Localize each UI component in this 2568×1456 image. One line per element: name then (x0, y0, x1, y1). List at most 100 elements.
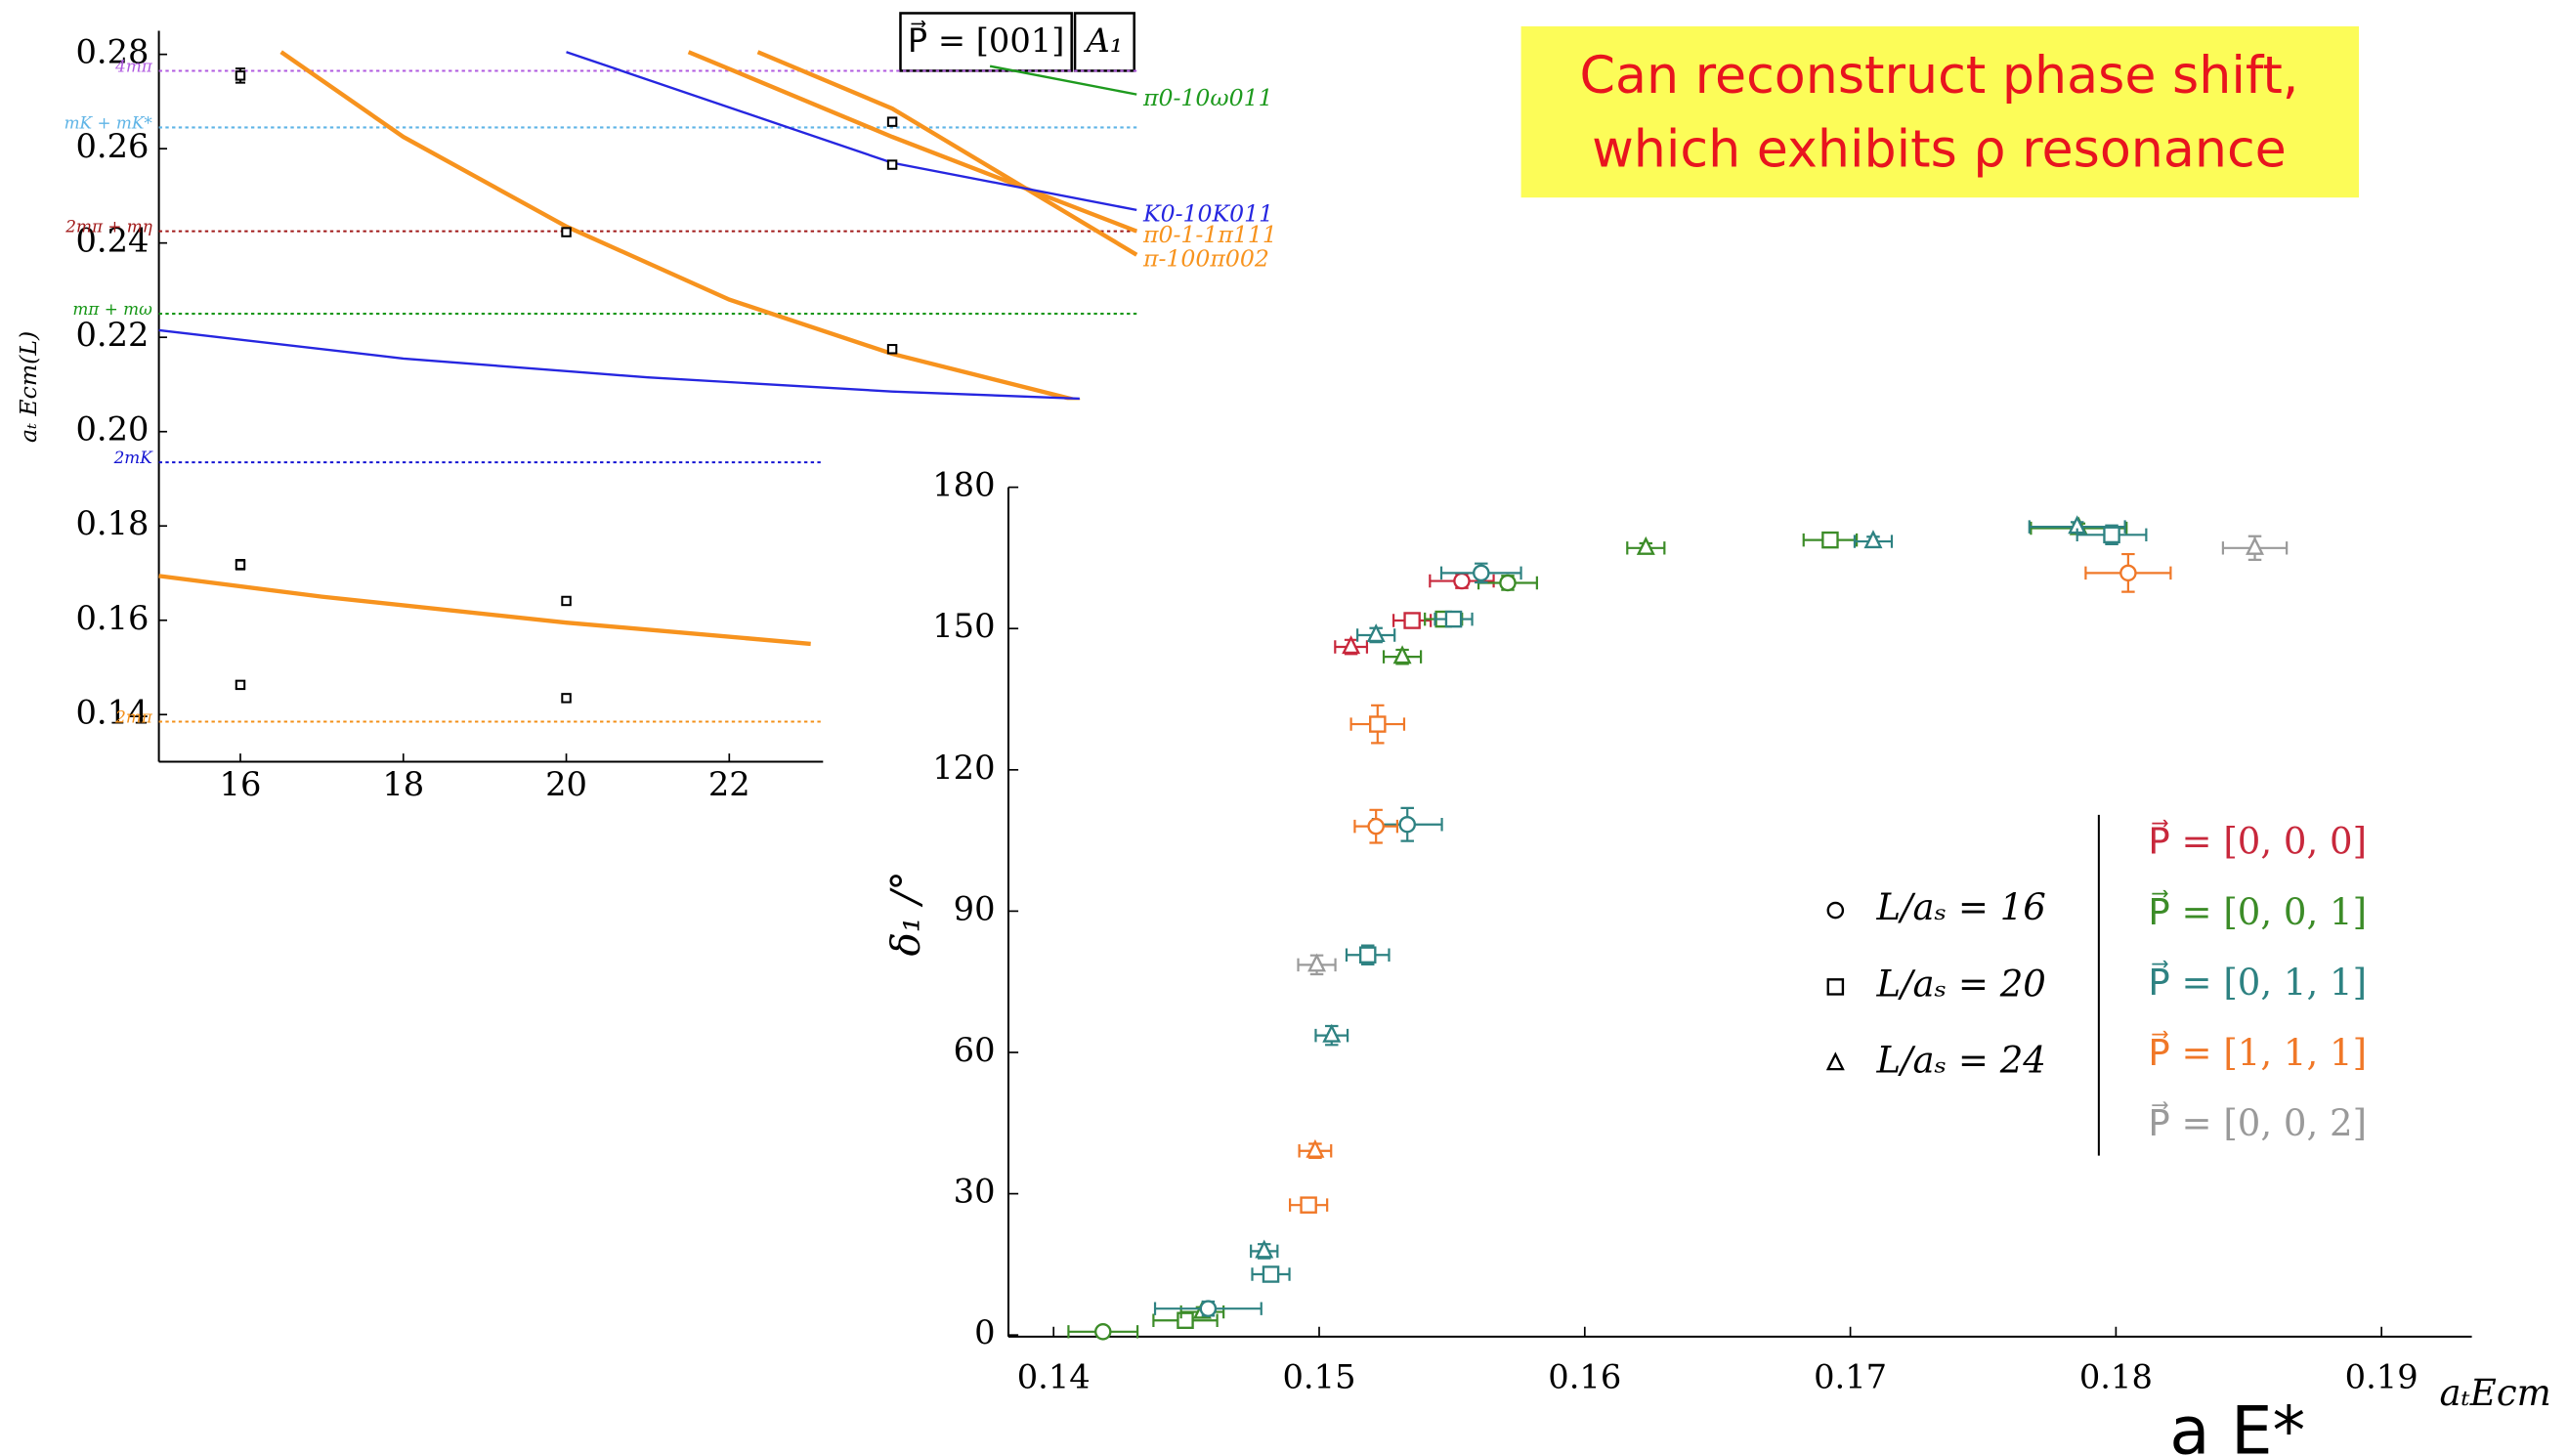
annotation-text: which exhibits ρ resonance (1592, 121, 2287, 180)
y-tick-label: 120 (932, 749, 995, 787)
x-tick-label: 0.17 (1814, 1358, 1887, 1396)
point (1444, 610, 1463, 628)
point (561, 227, 572, 237)
x-tick-label: 18 (382, 765, 424, 803)
y-tick-label: 0.24 (75, 222, 149, 260)
threshold-label: 4mπ (114, 57, 153, 76)
y-tick-label: 0.22 (75, 316, 149, 354)
legend-label: P⃗ = [0, 0, 1] (2148, 889, 2367, 933)
point (235, 559, 246, 571)
y-tick-label: 0.28 (75, 33, 149, 71)
y-axis-label: δ₁ /° (881, 871, 928, 956)
x-tick-label: 0.16 (1548, 1358, 1621, 1396)
point (1094, 1323, 1112, 1341)
point (2246, 535, 2265, 555)
curve-label: π0-1-1π111 (1142, 221, 1277, 248)
x-tick-label: 0.19 (2345, 1358, 2418, 1396)
point (886, 116, 898, 127)
point (1453, 572, 1471, 590)
point (2103, 526, 2120, 544)
curve (566, 51, 1137, 212)
point (1307, 953, 1327, 972)
threshold-label: 2mK (113, 448, 154, 467)
point (1369, 715, 1387, 733)
y-tick-label: 90 (954, 889, 996, 927)
point (1499, 574, 1517, 592)
title-box (899, 12, 1073, 72)
point (1358, 946, 1377, 964)
legend-label: L/aₛ = 16 (1875, 886, 2045, 928)
legend-label: L/aₛ = 20 (1875, 963, 2045, 1005)
y-tick-label: 0.18 (75, 504, 149, 542)
point (1342, 635, 1361, 655)
label: a E* (2169, 1392, 2305, 1456)
y-tick-label: 0.14 (75, 693, 149, 731)
point (886, 344, 898, 355)
point (1636, 535, 1655, 555)
point (2119, 564, 2137, 582)
point (1398, 815, 1416, 834)
curve (158, 328, 1080, 401)
legend-label: P⃗ = [0, 0, 0] (2148, 819, 2367, 863)
threshold-label: mπ + mω (72, 299, 152, 319)
legend-marker (1826, 978, 1845, 996)
y-tick-label: 0.16 (75, 599, 149, 637)
curve (279, 50, 1081, 404)
legend-label: L/aₛ = 24 (1875, 1040, 2045, 1082)
curve (756, 50, 1138, 257)
curve-label: π-100π002 (1142, 244, 1269, 272)
legend-marker (1826, 901, 1845, 920)
point (1199, 1300, 1218, 1317)
point (1473, 564, 1490, 582)
legend-label: P⃗ = [1, 1, 1] (2148, 1030, 2367, 1074)
threshold-label: 2mπ (114, 707, 153, 727)
point (561, 693, 572, 704)
point (1262, 1265, 1280, 1283)
threshold-label: 2mπ + mη (64, 217, 152, 236)
curve (158, 574, 811, 647)
subtitle-box (1073, 12, 1135, 72)
point (1403, 612, 1421, 629)
curve (989, 64, 1137, 96)
point (1366, 623, 1386, 643)
y-tick-label: 0.26 (75, 127, 149, 165)
point (1863, 530, 1883, 549)
y-tick-label: 30 (954, 1173, 996, 1211)
point (235, 679, 246, 691)
point (1821, 531, 1839, 549)
x-tick-label: 22 (708, 765, 750, 803)
panel-background (823, 400, 2568, 1456)
point (1300, 1196, 1317, 1214)
legend-label: P⃗ = [0, 1, 1] (2148, 960, 2367, 1004)
curve (687, 50, 1138, 234)
legend-marker (1825, 1051, 1845, 1071)
point (1305, 1138, 1325, 1158)
y-tick-label: 0 (974, 1313, 995, 1351)
y-axis-label: aₜ Ecm(L) (15, 331, 42, 443)
curve-label: π0-10ω011 (1142, 84, 1273, 111)
point (1367, 817, 1385, 835)
x-tick-label: 20 (545, 765, 587, 803)
x-tick-label: 16 (220, 765, 262, 803)
point (1322, 1023, 1342, 1043)
y-tick-label: 150 (932, 607, 995, 645)
chart-subtitle: A₁ (1083, 21, 1123, 60)
point (235, 70, 246, 81)
chart-title: P⃗ = [001] (908, 21, 1065, 60)
threshold-label: mK + mK* (64, 113, 153, 133)
point (561, 595, 572, 607)
curve-label: K0-10K011 (1142, 199, 1273, 227)
y-tick-label: 60 (954, 1031, 996, 1069)
y-tick-label: 0.20 (75, 410, 149, 449)
y-tick-label: 180 (932, 466, 995, 504)
x-axis-label: aₜEcm (2440, 1372, 2551, 1414)
point (1255, 1239, 1274, 1259)
annotation-text: Can reconstruct phase shift, (1579, 47, 2298, 106)
legend-label: P⃗ = [0, 0, 2] (2148, 1100, 2367, 1144)
point (1392, 645, 1412, 664)
annotation-box (1520, 25, 2360, 198)
point (886, 159, 898, 170)
x-tick-label: 0.14 (1017, 1358, 1091, 1396)
